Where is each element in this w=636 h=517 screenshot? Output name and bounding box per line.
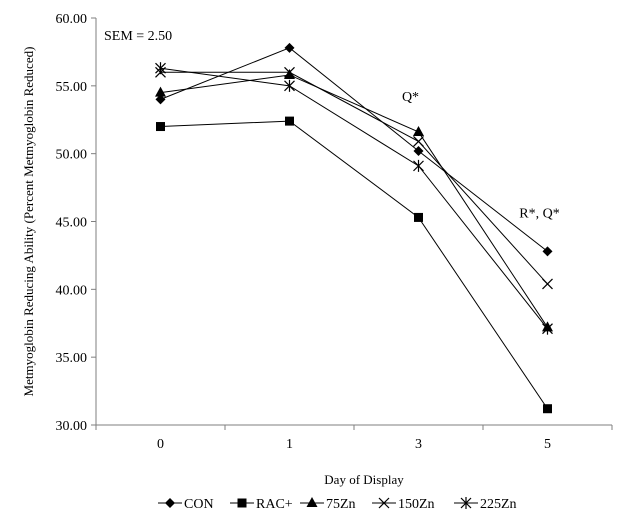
y-tick-label: 30.00: [56, 419, 88, 434]
square-shape: [543, 404, 552, 414]
legend-item: 225Zn: [454, 497, 517, 512]
axes-layer: 30.00 35.00 40.00 45.00 50.00 55.00 60.00 0 1 3 5 D…: [21, 12, 613, 487]
series-line-rac-: [160, 120, 548, 409]
data-point-150zn-3: [413, 136, 424, 147]
square-shape: [414, 212, 423, 222]
y-tick-label: 45.00: [56, 216, 88, 231]
legend-marker: [460, 497, 472, 509]
data-point-225zn-5: [542, 322, 553, 335]
legend-label: 150Zn: [398, 497, 435, 512]
legend-item: 75Zn: [300, 497, 356, 512]
x-stroke: [413, 136, 424, 147]
legend: CON RAC+ 75Zn 150Zn 225Zn: [158, 497, 517, 512]
annotations-layer: SEM = 2.50 Q* R*, Q*: [104, 29, 560, 221]
annotation-label: R*, Q*: [519, 206, 559, 221]
annotation-label: SEM = 2.50: [104, 29, 172, 44]
data-point-75zn-3: [413, 125, 424, 136]
legend-item: RAC+: [230, 497, 293, 512]
series-line-150zn: [160, 71, 548, 285]
diamond-shape: [284, 42, 295, 53]
diamond-shape: [165, 498, 175, 508]
legend-label: RAC+: [256, 497, 293, 512]
triangle-shape: [413, 125, 424, 136]
data-point-rac--5: [543, 404, 552, 414]
legend-label: 225Zn: [480, 497, 517, 512]
data-point-150zn-5: [542, 278, 553, 290]
data-point-75zn-1: [284, 68, 295, 79]
square-shape: [285, 116, 294, 126]
series-line-75zn: [160, 74, 548, 328]
triangle-shape: [284, 68, 295, 79]
diamond-shape: [542, 246, 553, 257]
square-shape: [156, 122, 165, 132]
x-tick-label: 3: [415, 437, 422, 452]
data-point-225zn-1: [284, 79, 295, 92]
y-tick-label: 50.00: [56, 148, 88, 163]
y-tick-label: 40.00: [56, 283, 88, 298]
series-markers-layer: [155, 42, 553, 414]
x-stroke: [542, 278, 553, 290]
data-point-con-3: [413, 145, 424, 156]
triangle-shape: [155, 86, 166, 97]
data-point-con-5: [542, 246, 553, 257]
legend-marker: [237, 498, 247, 508]
legend-label: 75Zn: [326, 497, 356, 512]
diamond-shape: [413, 145, 424, 156]
data-point-150zn-1: [284, 66, 295, 78]
y-tick-label: 55.00: [56, 80, 88, 95]
data-point-75zn-0: [155, 86, 166, 97]
diamond-shape: [155, 94, 166, 105]
legend-marker: [378, 497, 390, 509]
legend-marker: [165, 498, 175, 508]
legend-item: 150Zn: [372, 497, 435, 512]
data-point-rac--3: [414, 212, 423, 222]
y-tick-label: 60.00: [56, 12, 88, 27]
x-stroke: [378, 497, 390, 509]
y-axis-title: Metmyoglobin Reducing Ability (Percent M…: [21, 47, 36, 397]
legend-item: CON: [158, 497, 214, 512]
series-line-225zn: [160, 67, 548, 329]
series-lines-layer: [160, 47, 548, 409]
x-axis-title: Day of Display: [324, 472, 404, 487]
series-line-con: [160, 47, 548, 252]
annotation-label: Q*: [402, 90, 419, 105]
square-shape: [237, 498, 247, 508]
legend-label: CON: [184, 497, 214, 512]
x-tick-label: 5: [544, 437, 551, 452]
x-stroke: [284, 66, 295, 78]
x-tick-label: 1: [286, 437, 293, 452]
data-point-225zn-3: [413, 159, 424, 172]
triangle-shape: [306, 497, 318, 507]
y-tick-label: 35.00: [56, 351, 88, 366]
data-point-rac--1: [285, 116, 294, 126]
legend-marker: [306, 497, 318, 507]
data-point-rac--0: [156, 122, 165, 132]
x-tick-label: 0: [157, 437, 164, 452]
data-point-con-1: [284, 42, 295, 53]
data-point-con-0: [155, 94, 166, 105]
data-point-225zn-0: [155, 62, 166, 75]
